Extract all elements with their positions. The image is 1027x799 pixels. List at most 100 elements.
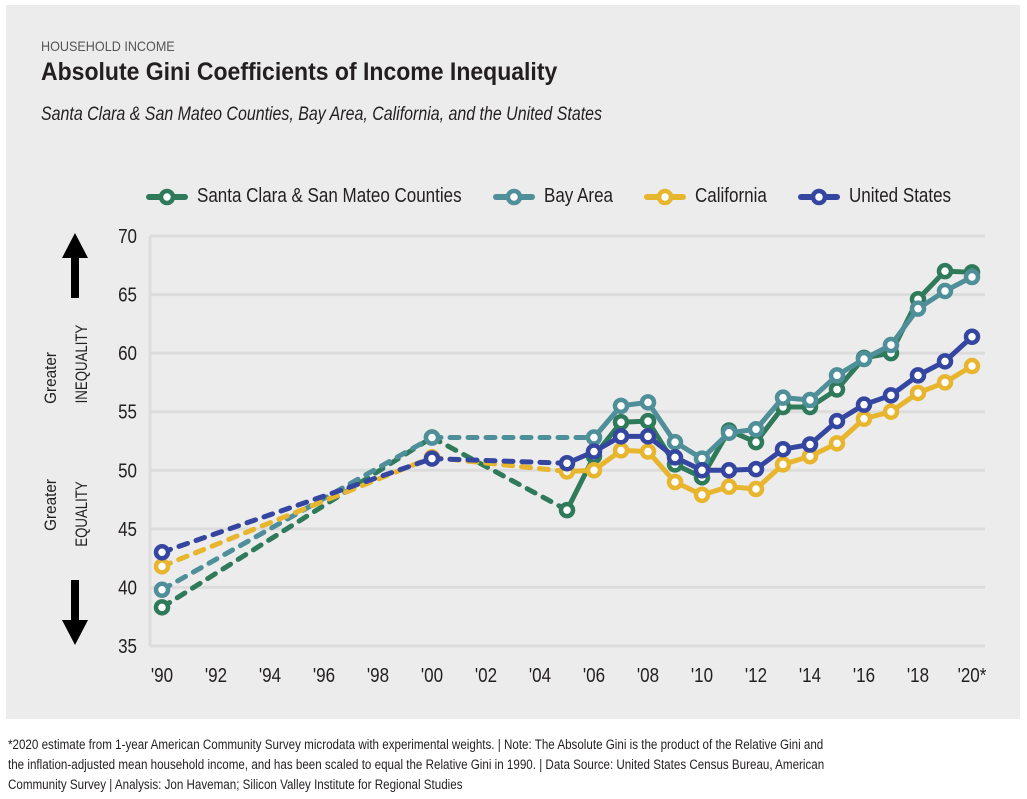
legend-item[interactable]: Bay Area xyxy=(492,185,613,208)
data-point[interactable] xyxy=(882,403,900,420)
y-tick-label: 70 xyxy=(118,225,137,248)
data-point[interactable] xyxy=(936,282,954,300)
data-point[interactable] xyxy=(909,384,927,402)
grid xyxy=(148,234,985,648)
data-point[interactable] xyxy=(423,429,441,446)
x-tick-label: '12 xyxy=(745,664,767,687)
data-point[interactable] xyxy=(855,350,873,368)
data-point[interactable] xyxy=(639,394,657,411)
data-point[interactable] xyxy=(936,262,954,280)
x-tick-label: '02 xyxy=(475,664,497,687)
data-point[interactable] xyxy=(693,486,711,504)
legend-item[interactable]: United States xyxy=(797,185,951,208)
legend-label: Bay Area xyxy=(543,185,613,207)
data-point[interactable] xyxy=(774,389,792,406)
x-tick-label: '14 xyxy=(799,664,821,687)
data-point[interactable] xyxy=(666,449,684,466)
data-point[interactable] xyxy=(882,387,900,404)
y-tick-label: 40 xyxy=(118,576,137,599)
data-point[interactable] xyxy=(747,480,765,498)
data-point[interactable] xyxy=(639,412,657,430)
line-chart: 35 40 45 50 55 60 65 70 '90 '92 '94 '96 '98 '00 '02 '0… xyxy=(41,225,986,687)
x-axis-ticks: '90 '92 '94 '96 '98 '00 '02 '04 '06 '08 '10 '12 '14 '… xyxy=(151,664,986,687)
data-point[interactable] xyxy=(828,367,846,384)
x-tick-label: '98 xyxy=(367,664,389,687)
y-tick-label: 50 xyxy=(118,459,137,482)
legend-label: California xyxy=(695,185,767,207)
data-point[interactable] xyxy=(666,473,684,491)
data-point[interactable] xyxy=(747,433,765,451)
data-point[interactable] xyxy=(153,558,171,575)
series-california xyxy=(153,357,981,575)
y-tick-label: 45 xyxy=(118,518,137,541)
data-point[interactable] xyxy=(585,429,603,446)
legend-item[interactable]: California xyxy=(643,185,767,208)
data-point[interactable] xyxy=(855,396,873,413)
legend-label: United States xyxy=(849,185,952,207)
data-point[interactable] xyxy=(936,353,954,370)
footnote-line-1: *2020 estimate from 1-year American Comm… xyxy=(8,737,824,752)
data-point[interactable] xyxy=(558,501,576,519)
data-point[interactable] xyxy=(153,581,171,599)
data-point[interactable] xyxy=(828,381,846,398)
data-point[interactable] xyxy=(585,462,603,479)
data-point[interactable] xyxy=(828,435,846,452)
x-tick-label: '94 xyxy=(259,664,281,687)
series-bay-area xyxy=(153,268,981,599)
data-point[interactable] xyxy=(720,462,738,479)
data-point[interactable] xyxy=(801,391,819,409)
data-point[interactable] xyxy=(909,367,927,384)
data-point[interactable] xyxy=(909,300,927,317)
footnote: *2020 estimate from 1-year American Comm… xyxy=(8,735,1018,795)
data-point[interactable] xyxy=(963,328,981,345)
series-segment xyxy=(429,456,570,466)
data-point[interactable] xyxy=(747,460,765,478)
footnote-line-2: the inflation-adjusted mean household in… xyxy=(8,757,825,772)
data-point[interactable] xyxy=(612,414,630,431)
x-tick-label: '92 xyxy=(205,664,227,687)
data-point[interactable] xyxy=(639,428,657,445)
x-tick-label: '96 xyxy=(313,664,335,687)
data-point[interactable] xyxy=(720,478,738,495)
x-tick-label: '10 xyxy=(691,664,713,687)
legend-marker-icon xyxy=(146,188,188,205)
arrow-down-icon xyxy=(62,580,88,645)
data-point[interactable] xyxy=(423,450,441,467)
data-point[interactable] xyxy=(666,433,684,451)
data-point[interactable] xyxy=(612,397,630,415)
x-tick-label: '18 xyxy=(907,664,929,687)
data-point[interactable] xyxy=(828,412,846,430)
chart-subtitle: Santa Clara & San Mateo Counties, Bay Ar… xyxy=(41,104,602,125)
data-point[interactable] xyxy=(963,268,981,286)
x-tick-label: '04 xyxy=(529,664,551,687)
x-tick-label: '16 xyxy=(853,664,875,687)
x-tick-label: '08 xyxy=(637,664,659,687)
data-point[interactable] xyxy=(693,462,711,479)
data-point[interactable] xyxy=(963,357,981,375)
chart-panel xyxy=(6,5,1020,719)
data-point[interactable] xyxy=(882,336,900,354)
inequality-label: INEQUALITY xyxy=(73,325,92,404)
data-point[interactable] xyxy=(720,424,738,442)
data-point[interactable] xyxy=(612,442,630,459)
y-tick-label: 60 xyxy=(118,342,137,365)
data-point[interactable] xyxy=(936,374,954,391)
greater-label-bottom: Greater xyxy=(41,479,60,531)
data-point[interactable] xyxy=(612,428,630,445)
legend: Santa Clara & San Mateo Counties Bay Area… xyxy=(145,185,982,208)
data-point[interactable] xyxy=(558,455,576,472)
arrow-up-icon xyxy=(62,233,88,298)
data-point[interactable] xyxy=(153,599,171,616)
data-point[interactable] xyxy=(801,436,819,453)
data-point[interactable] xyxy=(774,456,792,473)
data-point[interactable] xyxy=(855,410,873,427)
greater-inequality-annotation: Greater INEQUALITY xyxy=(41,233,91,404)
data-point[interactable] xyxy=(747,421,765,438)
data-point[interactable] xyxy=(585,443,603,460)
legend-item[interactable]: Santa Clara & San Mateo Counties xyxy=(145,185,462,208)
series-group xyxy=(153,262,981,616)
data-point[interactable] xyxy=(774,440,792,458)
footnote-line-3: Community Survey | Analysis: Jon Haveman… xyxy=(8,777,463,792)
data-point[interactable] xyxy=(153,544,171,561)
data-point[interactable] xyxy=(639,443,657,460)
